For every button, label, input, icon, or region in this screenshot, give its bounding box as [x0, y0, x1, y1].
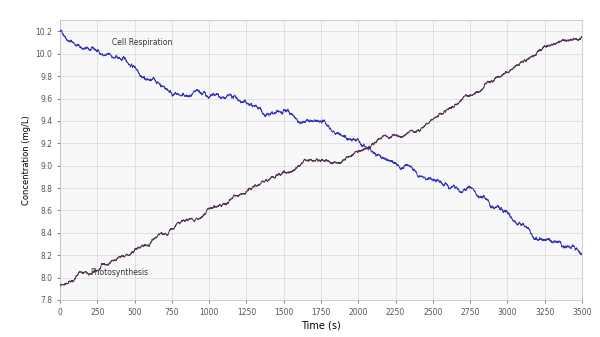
X-axis label: Time (s): Time (s) [301, 321, 341, 331]
Text: Cell Respiration: Cell Respiration [112, 38, 173, 47]
Text: Photosynthesis: Photosynthesis [90, 268, 148, 277]
Y-axis label: Concentration (mg/L): Concentration (mg/L) [22, 115, 31, 205]
